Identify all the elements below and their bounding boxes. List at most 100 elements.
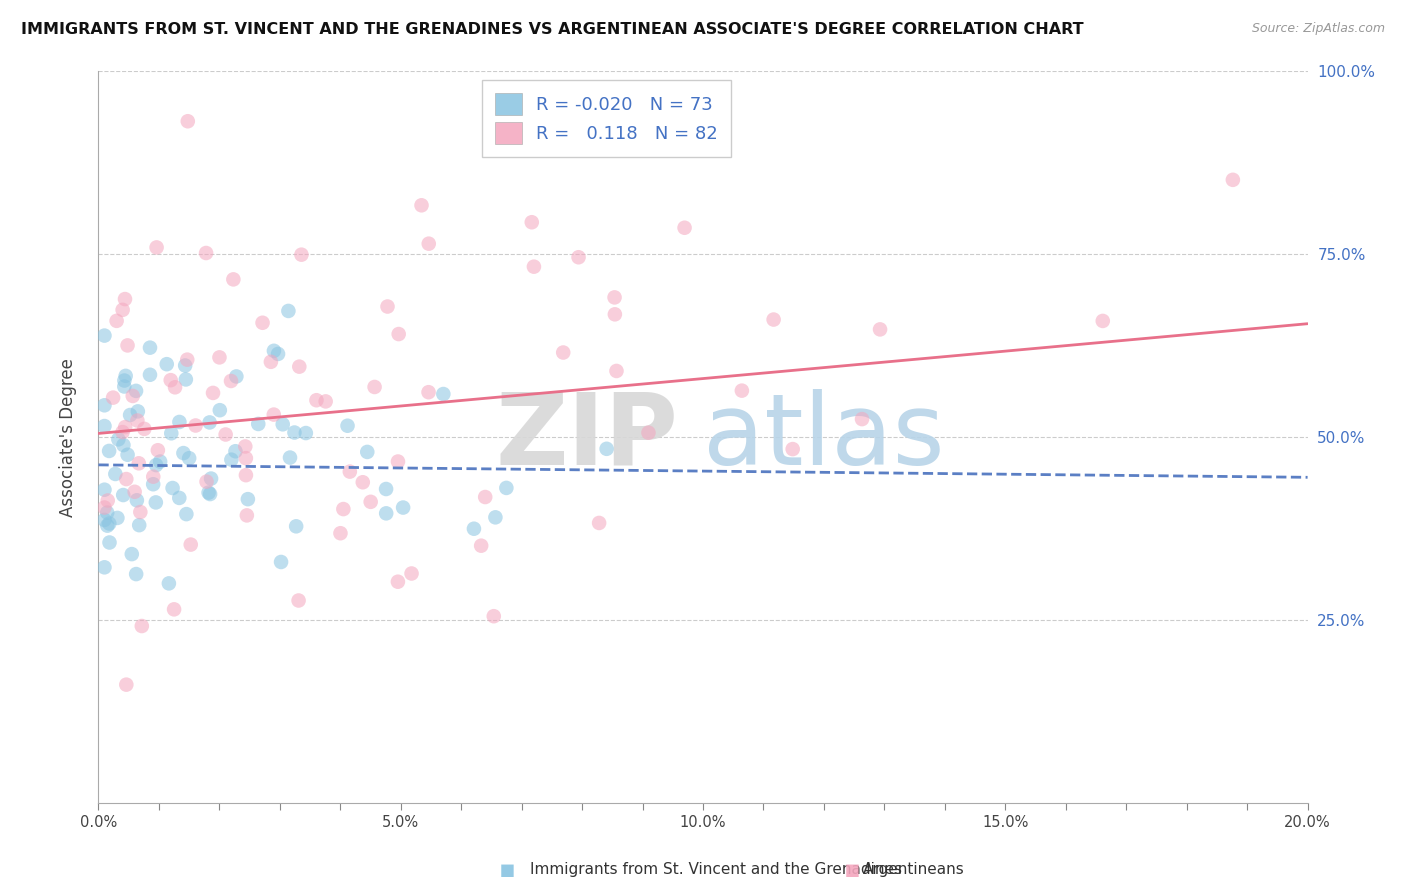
Point: [195, 246, 218, 260]
Point: [235, 468, 257, 483]
Point: [97, 493, 120, 508]
Point: [105, 314, 128, 328]
Point: [121, 389, 143, 403]
Point: [352, 475, 374, 490]
Point: [96, 506, 118, 520]
Point: [224, 444, 246, 458]
Point: [263, 343, 285, 358]
Point: [271, 417, 294, 432]
Point: [145, 240, 167, 254]
Point: [387, 574, 409, 589]
Point: [93, 513, 115, 527]
Point: [392, 500, 415, 515]
Point: [98, 516, 121, 531]
Point: [200, 472, 222, 486]
Point: [290, 248, 312, 262]
Point: [139, 341, 162, 355]
Point: [149, 454, 172, 468]
Point: [387, 454, 409, 468]
Point: [418, 236, 440, 251]
Point: [142, 469, 165, 483]
Point: [673, 220, 696, 235]
Point: [221, 452, 243, 467]
Point: [177, 114, 200, 128]
Point: [252, 316, 274, 330]
Point: [176, 352, 198, 367]
Point: [134, 422, 156, 436]
Point: [411, 198, 433, 212]
Point: [418, 385, 440, 400]
Point: [225, 369, 247, 384]
Text: Source: ZipAtlas.com: Source: ZipAtlas.com: [1251, 22, 1385, 36]
Point: [112, 379, 135, 393]
Point: [603, 290, 626, 304]
Point: [129, 505, 152, 519]
Point: [198, 416, 221, 430]
Point: [1222, 173, 1244, 187]
Point: [107, 433, 129, 447]
Point: [553, 345, 575, 359]
Point: [336, 418, 359, 433]
Point: [145, 495, 167, 509]
Point: [287, 593, 309, 607]
Point: [184, 418, 207, 433]
Point: [285, 519, 308, 533]
Point: [93, 419, 115, 434]
Point: [156, 357, 179, 371]
Text: ▪: ▪: [844, 858, 860, 881]
Point: [112, 374, 135, 388]
Point: [305, 393, 328, 408]
Point: [432, 387, 454, 401]
Point: [172, 446, 194, 460]
Point: [605, 364, 627, 378]
Point: [174, 359, 197, 373]
Point: [278, 450, 301, 465]
Point: [332, 502, 354, 516]
Point: [139, 368, 162, 382]
Point: [98, 535, 121, 549]
Text: Argentineans: Argentineans: [863, 863, 965, 877]
Point: [214, 427, 236, 442]
Point: [114, 420, 136, 434]
Point: [595, 442, 617, 456]
Point: [782, 442, 804, 456]
Point: [648, 130, 671, 145]
Point: [588, 516, 610, 530]
Point: [93, 500, 115, 515]
Point: [474, 490, 496, 504]
Point: [637, 425, 659, 440]
Point: [169, 491, 191, 505]
Point: [163, 380, 186, 394]
Point: [267, 347, 290, 361]
Point: [315, 394, 337, 409]
Point: [114, 292, 136, 306]
Point: [112, 438, 135, 452]
Point: [146, 443, 169, 458]
Point: [157, 576, 180, 591]
Point: [495, 481, 517, 495]
Point: [93, 328, 115, 343]
Point: [851, 412, 873, 426]
Point: [179, 451, 201, 466]
Point: [127, 404, 149, 418]
Point: [1091, 314, 1114, 328]
Point: [260, 355, 283, 369]
Text: Immigrants from St. Vincent and the Grenadines: Immigrants from St. Vincent and the Gren…: [530, 863, 903, 877]
Text: ZIP: ZIP: [496, 389, 679, 485]
Point: [247, 417, 270, 431]
Point: [159, 373, 181, 387]
Point: [131, 619, 153, 633]
Point: [125, 493, 148, 508]
Point: [762, 312, 785, 326]
Point: [145, 458, 167, 472]
Point: [121, 547, 143, 561]
Point: [115, 472, 138, 486]
Legend: R = -0.020   N = 73, R =   0.118   N = 82: R = -0.020 N = 73, R = 0.118 N = 82: [482, 80, 731, 157]
Point: [360, 495, 382, 509]
Point: [160, 426, 183, 441]
Point: [377, 300, 399, 314]
Point: [295, 425, 318, 440]
Point: [388, 327, 411, 342]
Point: [127, 413, 149, 427]
Point: [235, 451, 257, 466]
